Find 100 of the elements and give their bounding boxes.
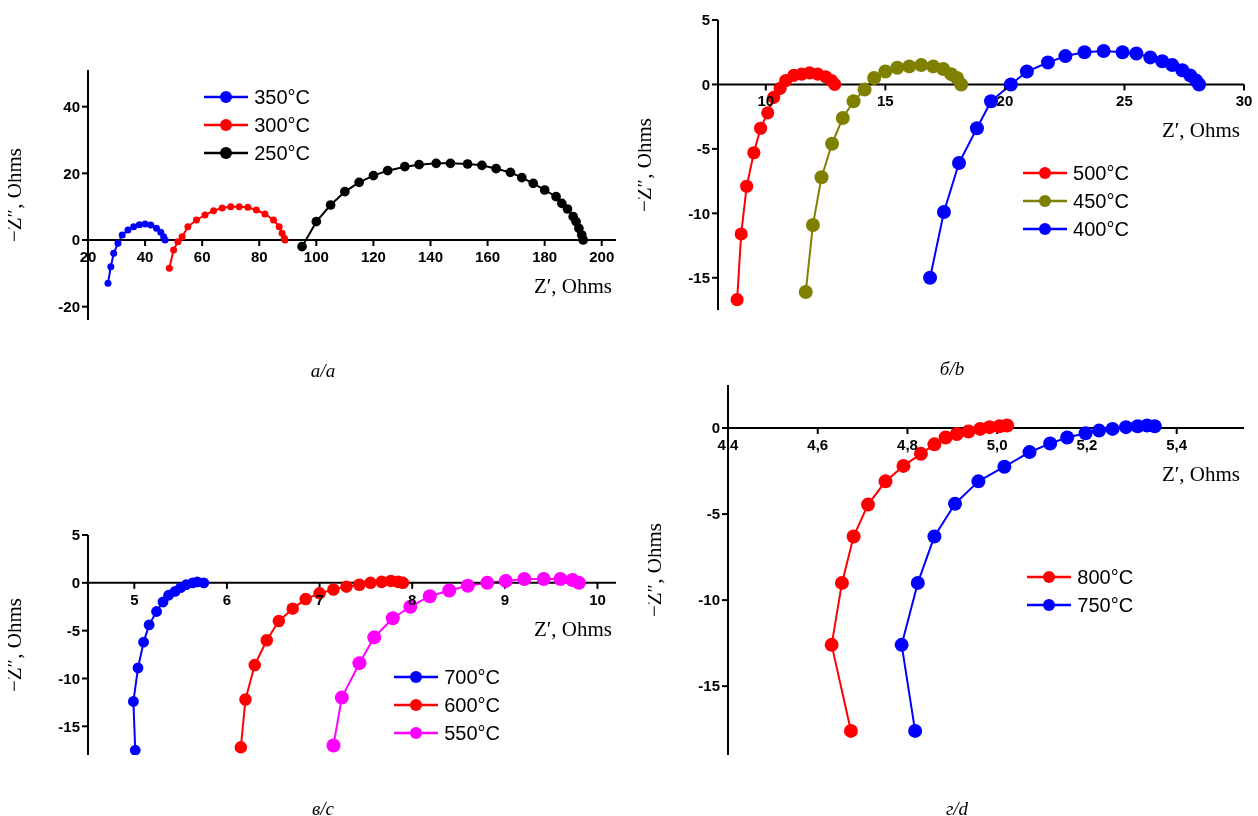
point: [311, 216, 322, 227]
point: [354, 177, 364, 188]
y-tick-label: -20: [58, 297, 80, 315]
point: [124, 226, 132, 234]
x-tick-label: 80: [250, 248, 268, 265]
point: [902, 59, 917, 74]
x-tick-label: 30: [1235, 92, 1253, 110]
point: [528, 178, 539, 189]
y-tick-label: -5: [696, 140, 710, 158]
x-tick-label: 4,6: [807, 436, 829, 454]
point: [927, 529, 942, 544]
legend-label: 500°C: [1073, 161, 1129, 187]
x-axis-title: Z′, Ohms: [533, 274, 612, 299]
point: [114, 239, 122, 247]
point: [984, 94, 999, 109]
point: [971, 474, 986, 489]
y-tick-label: -15: [688, 269, 710, 287]
point: [825, 136, 840, 151]
y-tick-label: 5: [701, 11, 710, 29]
legend-label: 750°C: [1077, 592, 1134, 618]
y-tick-label: 0: [711, 419, 720, 437]
point: [914, 58, 929, 73]
legend-label: 300°C: [254, 112, 310, 138]
x-tick-label: 40: [136, 248, 154, 265]
x-tick-label: 100: [303, 248, 329, 265]
point: [340, 580, 353, 593]
point: [896, 458, 911, 473]
point: [1000, 418, 1015, 433]
point: [184, 223, 192, 231]
point: [556, 198, 567, 209]
point: [260, 633, 274, 647]
x-tick-label: 25: [1116, 92, 1133, 110]
y-tick-label: -10: [698, 591, 720, 609]
point: [352, 656, 367, 671]
point: [553, 572, 568, 586]
point: [936, 205, 951, 220]
y-tick-label: 0: [701, 75, 710, 93]
point: [399, 161, 410, 172]
x-tick-label: 15: [877, 92, 894, 110]
point: [244, 203, 252, 211]
point: [248, 658, 261, 672]
point: [1077, 45, 1092, 60]
legend-label: 700°C: [444, 664, 501, 690]
y-tick-label: -10: [58, 669, 80, 687]
point: [414, 159, 424, 170]
x-tick-label: 140: [417, 248, 443, 265]
y-tick-label: -15: [58, 717, 80, 735]
point: [130, 223, 138, 231]
point: [382, 165, 393, 176]
point: [1165, 58, 1180, 73]
point: [846, 94, 861, 109]
x-tick-label: 10: [589, 590, 606, 608]
point: [210, 207, 218, 215]
point: [272, 614, 286, 628]
y-tick-label: 20: [63, 164, 80, 182]
point: [798, 284, 813, 299]
point: [498, 573, 513, 588]
text: в/c: [311, 798, 335, 816]
point: [835, 110, 850, 125]
y-tick-label: 0: [71, 231, 80, 249]
point: [107, 263, 115, 271]
point: [753, 121, 768, 135]
point: [834, 575, 849, 590]
x-tick-label: 4,8: [897, 436, 918, 454]
x-axis-title: Z′, Ohms: [533, 616, 612, 642]
x-tick-label: 9: [500, 590, 510, 608]
point: [505, 167, 516, 178]
point: [460, 578, 475, 593]
point: [734, 227, 748, 241]
text: г/d: [944, 798, 970, 816]
point: [135, 221, 143, 229]
point: [578, 235, 589, 245]
point: [878, 64, 893, 79]
x-tick-label: 5: [130, 590, 139, 608]
point: [147, 221, 155, 229]
point: [1092, 423, 1107, 438]
point: [867, 71, 882, 85]
point: [908, 723, 923, 738]
point: [165, 264, 173, 272]
point: [814, 170, 829, 185]
point: [954, 77, 969, 92]
point: [326, 738, 341, 753]
point: [952, 156, 966, 171]
point: [938, 430, 953, 445]
x-tick-label: 5,0: [986, 436, 1008, 454]
point: [192, 216, 200, 224]
point: [536, 572, 551, 586]
point: [730, 293, 744, 307]
point: [562, 204, 573, 214]
text: а/a: [309, 360, 337, 382]
point: [961, 424, 976, 439]
point: [353, 578, 366, 591]
point: [340, 186, 350, 197]
point: [824, 637, 839, 652]
point: [252, 206, 260, 214]
point: [480, 575, 495, 590]
legend-label: 250°C: [254, 140, 310, 166]
point: [1115, 45, 1130, 60]
point: [261, 210, 269, 218]
point: [1019, 64, 1034, 79]
